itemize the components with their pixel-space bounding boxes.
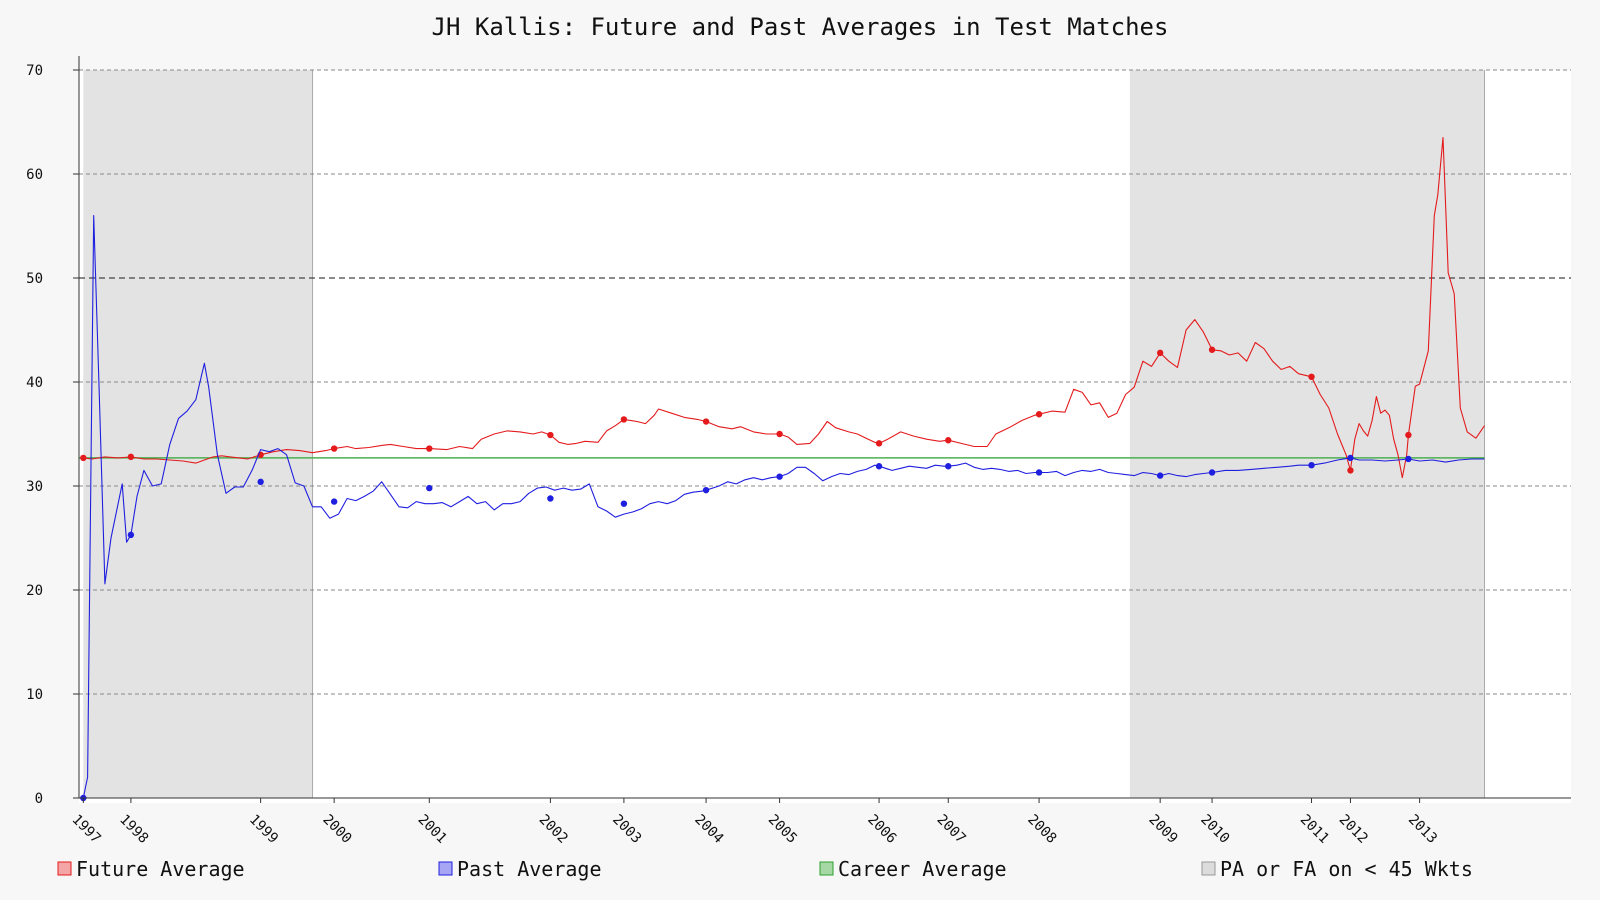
y-tick-label: 50 [26,271,43,287]
shaded-region [1129,70,1485,798]
past-average-marker [330,498,338,505]
past-average-marker [257,478,264,486]
legend-label: PA or FA on < 45 Wkts [1220,857,1473,881]
future-average-marker [426,445,433,452]
legend-swatch [1201,861,1216,876]
y-tick-label: 70 [26,63,43,79]
legend-swatch [438,861,453,876]
past-average-marker [1208,469,1216,476]
future-average-marker [1308,373,1315,380]
series-layer [80,137,1485,802]
future-average-marker [1208,346,1216,353]
future-average-marker [875,440,883,447]
future-average-marker [80,454,87,462]
past-average-marker [875,463,883,470]
past-average-line [82,215,1485,799]
shaded-region [83,70,313,798]
legend-swatch [819,861,834,876]
legend-label: Career Average [838,857,1007,881]
y-tick-label: 10 [26,687,43,703]
chart-title: JH Kallis: Future and Past Averages in T… [432,13,1169,41]
past-average-marker [426,484,433,492]
past-average-marker [620,500,628,507]
past-average-marker [1308,462,1315,469]
future-average-line [83,137,1485,479]
legend-label: Future Average [76,857,245,881]
y-tick-label: 40 [26,375,43,391]
past-average-marker [127,531,135,539]
future-average-marker [127,453,135,461]
grid-lines [79,69,1571,695]
future-average-marker [547,431,554,439]
future-average-marker [776,430,783,438]
past-average-marker [945,463,952,470]
future-average-marker [1035,411,1043,418]
past-average-marker [1156,472,1164,479]
future-average-marker [945,437,952,444]
future-average-marker [1405,431,1412,439]
legend-swatch [57,861,72,876]
y-tick-label: 60 [26,167,43,183]
past-average-marker [1347,454,1354,462]
past-average-marker [776,473,783,480]
past-average-marker [1405,455,1412,463]
y-tick-label: 30 [26,479,43,495]
future-average-marker [1347,467,1354,474]
y-tick-label: 0 [35,791,43,807]
past-average-marker [1035,469,1043,476]
future-average-marker [702,418,710,425]
past-average-marker [702,486,710,494]
shaded-regions [83,70,1486,798]
future-average-marker [330,445,338,452]
future-average-marker [1156,349,1164,357]
legend: Future Average Past Average Career Average… [57,857,1473,881]
y-tick-label: 20 [26,583,43,599]
past-average-marker [547,495,554,502]
legend-label: Past Average [457,857,602,881]
future-average-marker [620,416,628,423]
